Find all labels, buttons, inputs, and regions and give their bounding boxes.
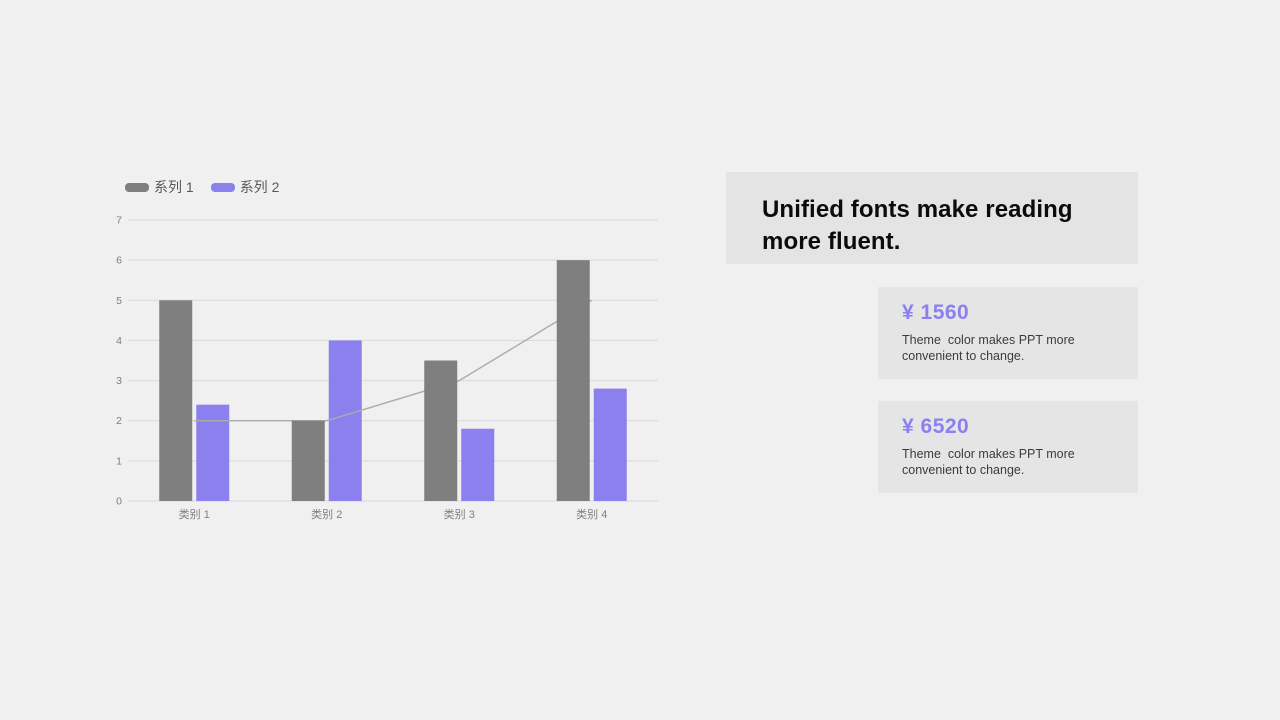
chart-panel: 系列 1 系列 2 0 1 2 3 4 5 6 7 类别 1 类别 2 类别 3 类别 4 xyxy=(110,172,670,532)
stat-amount-1: ¥ 1560 xyxy=(902,301,970,324)
stat-amount-2: ¥ 6520 xyxy=(902,415,970,438)
y-tick-label: 0 xyxy=(116,496,122,508)
bar-series2-cat3 xyxy=(461,428,495,501)
bar-series1-cat2 xyxy=(291,420,325,501)
series-2-label: 系列 2 xyxy=(239,179,280,195)
series-1-label: 系列 1 xyxy=(154,179,194,195)
line-series xyxy=(194,299,593,422)
y-tick-label: 7 xyxy=(116,215,122,227)
y-tick-label: 1 xyxy=(116,455,122,467)
combo-bar-line-chart: 0 1 2 3 4 5 6 7 类别 1 类别 2 类别 3 类别 4 xyxy=(116,215,658,521)
x-category-label: 类别 3 xyxy=(444,507,475,521)
x-category-label: 类别 2 xyxy=(311,507,342,521)
bar-series1-cat1 xyxy=(159,300,193,501)
series-1-swatch-icon xyxy=(125,182,149,192)
x-category-label: 类别 1 xyxy=(179,507,210,521)
stat-description-2: Theme color makes PPT more convenient to… xyxy=(902,447,1075,477)
y-tick-label: 6 xyxy=(116,255,122,267)
slide-title: Unified fonts make reading more fluent. xyxy=(762,196,1073,255)
y-tick-label: 2 xyxy=(116,415,122,427)
y-tick-label: 4 xyxy=(116,335,122,347)
header-box: Unified fonts make reading more fluent. xyxy=(726,172,1138,264)
bar-series1-cat3 xyxy=(424,360,458,501)
y-tick-label: 3 xyxy=(116,375,122,387)
x-category-label: 类别 4 xyxy=(576,507,607,521)
y-tick-label: 5 xyxy=(116,295,122,307)
bar-series2-cat2 xyxy=(328,340,362,501)
bar-series2-cat1 xyxy=(196,404,230,501)
stat-description-1: Theme color makes PPT more convenient to… xyxy=(902,333,1075,363)
chart-legend: 系列 1 系列 2 xyxy=(125,180,670,194)
stat-card-1: ¥ 1560 Theme color makes PPT more conven… xyxy=(878,287,1138,379)
legend-item-series-1: 系列 1 xyxy=(125,180,194,194)
stat-card-2: ¥ 6520 Theme color makes PPT more conven… xyxy=(878,401,1138,493)
legend-item-series-2: 系列 2 xyxy=(210,179,280,195)
bar-series2-cat4 xyxy=(593,388,627,501)
bar-series1-cat4 xyxy=(556,260,590,501)
series-2-swatch-icon xyxy=(210,182,235,192)
